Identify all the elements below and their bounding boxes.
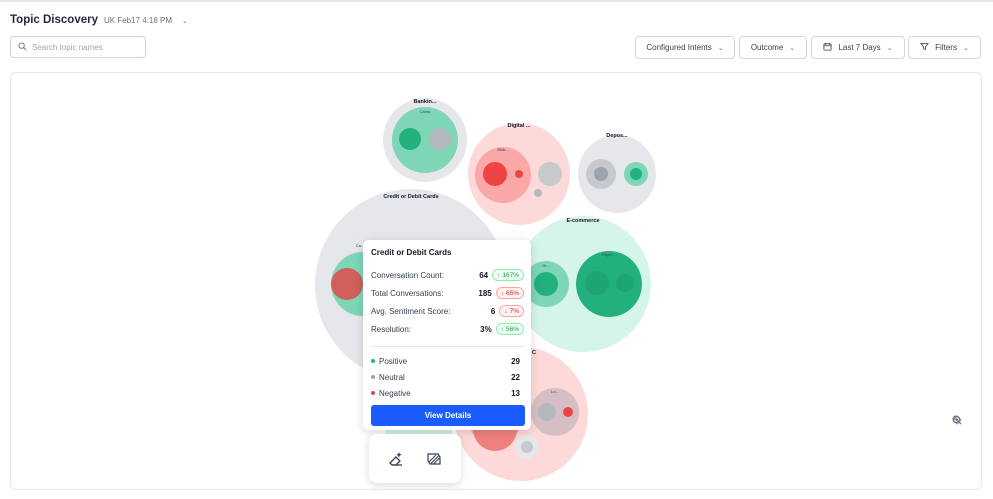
arrow-up-icon: ↑	[497, 271, 501, 279]
change-badge: ↑ 56%	[495, 323, 524, 335]
filters-label: Filters	[935, 43, 957, 52]
page-header: Topic Discovery UK Feb17 4:18 PM ⌄	[10, 14, 188, 26]
view-details-button[interactable]: View Details	[371, 405, 525, 426]
zoom-out-icon[interactable]	[952, 415, 968, 449]
bubble-label-credit-cards: Credit or Debit Cards	[383, 194, 438, 200]
pattern-icon[interactable]	[423, 448, 445, 470]
positive-dot-icon	[371, 359, 375, 363]
configured-intents-label: Configured Intents	[646, 43, 712, 52]
recenter-icon[interactable]	[952, 415, 968, 469]
magic-eraser-icon[interactable]	[385, 448, 407, 470]
sentiment-label: Neutral	[379, 372, 405, 382]
metric-label: Conversation Count:	[371, 270, 444, 280]
neutral-dot-icon	[371, 375, 375, 379]
change-badge: ↑ 167%	[492, 269, 524, 281]
bubble-label-digital: Digital ...	[508, 123, 531, 129]
topic-tooltip: Credit or Debit Cards Conversation Count…	[363, 240, 531, 430]
sentiment-label: Positive	[379, 356, 408, 366]
change-badge: ↓ 65%	[495, 287, 524, 299]
change-badge: ↓ 7%	[499, 305, 524, 317]
tooltip-title: Credit or Debit Cards	[371, 248, 452, 257]
chevron-down-icon: ⌄	[886, 44, 893, 52]
metric-row: Avg. Sentiment Score: 6 ↓ 7%	[371, 302, 524, 320]
date-range-dropdown[interactable]: Last 7 Days ⌄	[811, 36, 905, 59]
metric-value: 64	[479, 270, 489, 280]
metric-label: Avg. Sentiment Score:	[371, 306, 451, 316]
metric-row: Total Conversations: 185 ↓ 65%	[371, 284, 524, 302]
filters-button[interactable]: Filters ⌄	[908, 36, 981, 59]
metric-label: Total Conversations:	[371, 288, 444, 298]
bubble-label-bottom: C	[532, 350, 536, 356]
page-title: Topic Discovery	[10, 14, 98, 26]
calendar-icon	[823, 42, 832, 53]
sentiment-label: Negative	[379, 388, 411, 398]
region-timestamp[interactable]: UK Feb17 4:18 PM	[104, 16, 173, 25]
chevron-down-icon: ⌄	[789, 44, 796, 52]
metric-value: 3%	[480, 324, 492, 334]
bubble-label-bottom-inner: Lo...	[551, 389, 559, 394]
search-box[interactable]	[10, 36, 146, 58]
sentiment-value: 13	[511, 388, 520, 398]
outcome-label: Outcome	[750, 43, 784, 52]
bubble-label-banking-inner: Cards	[420, 109, 431, 114]
date-range-label: Last 7 Days	[838, 43, 881, 52]
arrow-down-icon: ↓	[504, 307, 508, 315]
metric-value: 6	[490, 306, 496, 316]
metric-label: Resolution:	[371, 324, 412, 334]
bubble-banking[interactable]: Bankin... Cards	[383, 98, 467, 182]
metric-value: 185	[478, 288, 492, 298]
bubble-label-ecommerce: E-commerce	[566, 218, 599, 224]
floating-toolbar	[369, 434, 461, 483]
filter-icon	[920, 42, 930, 53]
chevron-down-icon: ⌄	[717, 44, 724, 52]
bubble-ecommerce[interactable]: E-commerce Or... Paym...	[515, 216, 651, 352]
configured-intents-dropdown[interactable]: Configured Intents ⌄	[635, 36, 735, 59]
bubble-label-ecommerce-inner1: Or...	[542, 263, 550, 268]
sentiment-value: 22	[511, 372, 520, 382]
negative-dot-icon	[371, 391, 375, 395]
sentiment-row: Neutral 22	[371, 369, 524, 385]
bubble-label-ecommerce-inner2: Paym...	[602, 252, 616, 257]
arrow-up-icon: ↑	[500, 325, 504, 333]
zoom-controls	[952, 415, 968, 469]
sentiment-row: Positive 29	[371, 353, 524, 369]
bubble-deposits[interactable]: Depos...	[578, 133, 656, 213]
bubble-label-deposits: Depos...	[606, 133, 628, 139]
bubble-digital[interactable]: Digital ... Mob...	[468, 123, 570, 225]
top-border	[0, 0, 993, 2]
sentiment-row: Negative 13	[371, 385, 524, 401]
chevron-down-icon[interactable]: ⌄	[182, 18, 188, 25]
tooltip-divider	[371, 346, 524, 347]
metric-row: Conversation Count: 64 ↑ 167%	[371, 266, 524, 284]
search-input[interactable]	[32, 42, 137, 52]
sentiment-value: 29	[511, 356, 520, 366]
chevron-down-icon: ⌄	[962, 44, 969, 52]
arrow-down-icon: ↓	[500, 289, 504, 297]
search-icon	[18, 38, 27, 56]
metric-row: Resolution: 3% ↑ 56%	[371, 320, 524, 338]
bubble-label-banking: Bankin...	[414, 99, 437, 105]
bubble-label-credit-inner: Ca...	[356, 243, 364, 248]
bubble-label-digital-inner: Mob...	[497, 147, 508, 152]
outcome-dropdown[interactable]: Outcome ⌄	[739, 36, 807, 59]
